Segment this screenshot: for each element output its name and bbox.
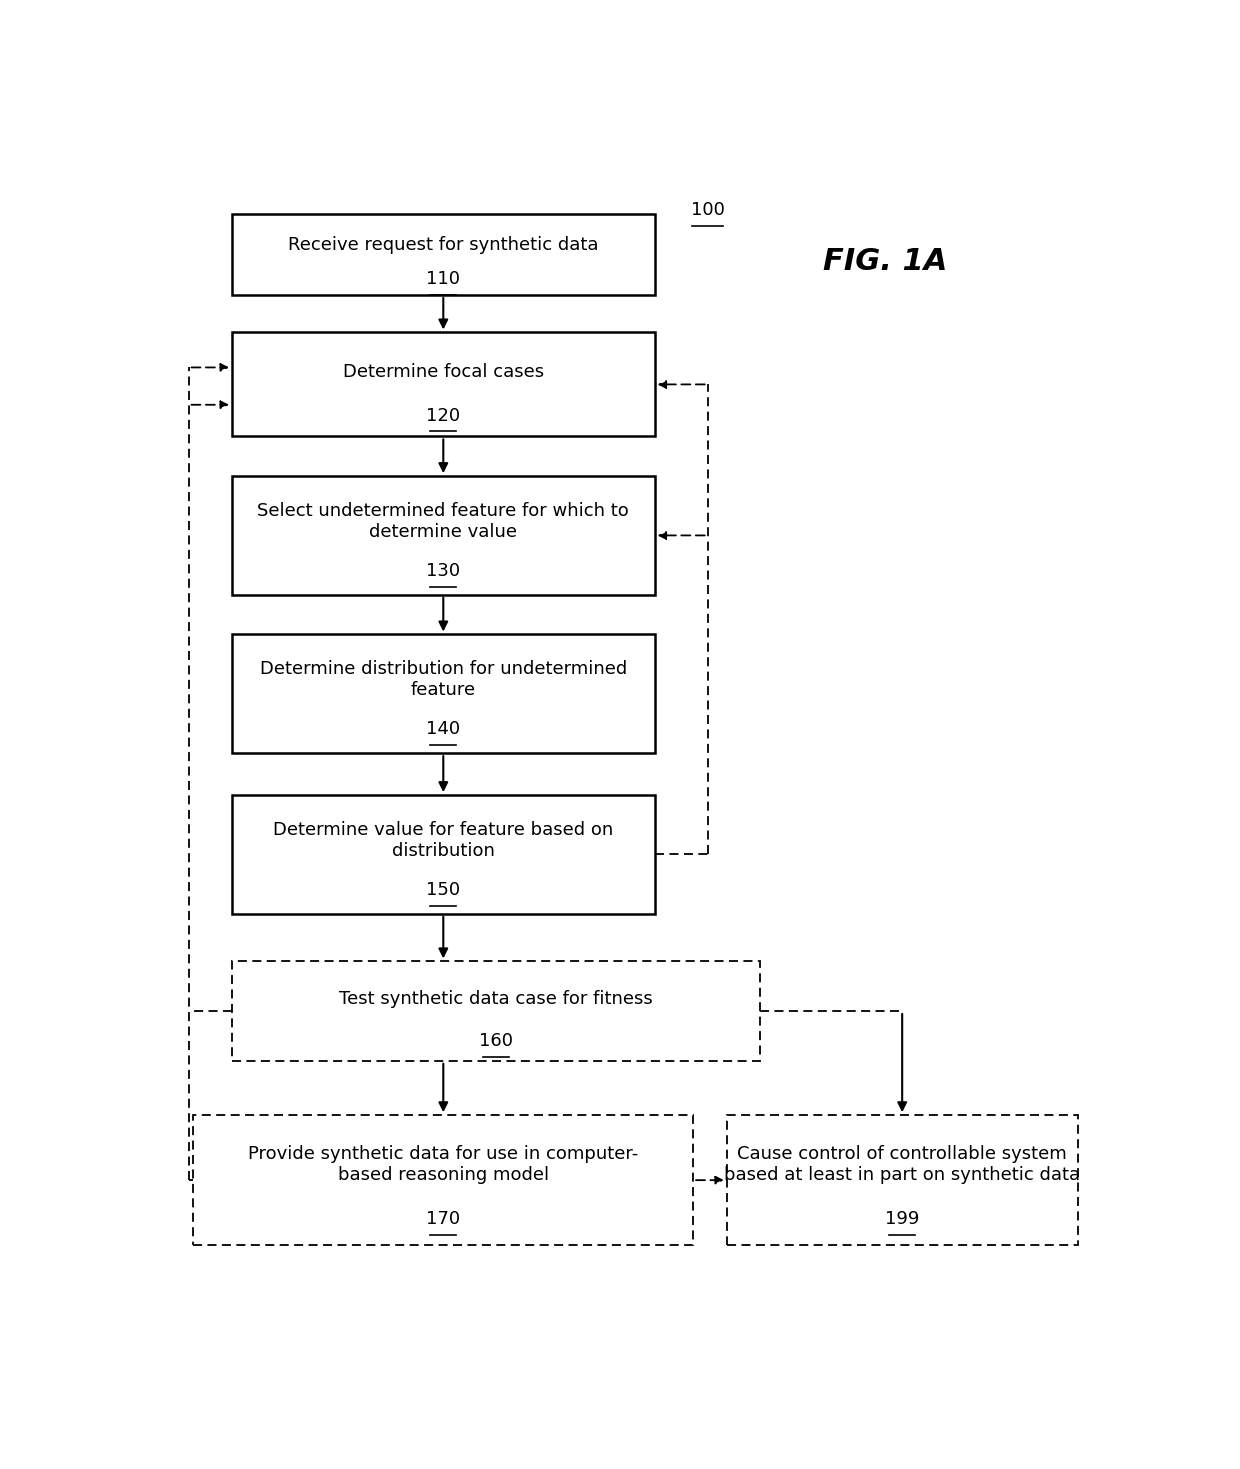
FancyBboxPatch shape <box>232 332 655 436</box>
Text: Determine value for feature based on
distribution: Determine value for feature based on dis… <box>273 821 614 859</box>
Text: 140: 140 <box>427 720 460 739</box>
Text: Test synthetic data case for fitness: Test synthetic data case for fitness <box>340 990 653 1008</box>
Text: 130: 130 <box>427 563 460 580</box>
Text: Receive request for synthetic data: Receive request for synthetic data <box>288 235 599 254</box>
Text: Determine distribution for undetermined
feature: Determine distribution for undetermined … <box>259 660 627 699</box>
FancyBboxPatch shape <box>232 635 655 754</box>
Text: 170: 170 <box>427 1210 460 1228</box>
FancyBboxPatch shape <box>232 961 760 1061</box>
Text: 120: 120 <box>427 407 460 425</box>
Text: 110: 110 <box>427 270 460 288</box>
Text: FIG. 1A: FIG. 1A <box>823 247 947 276</box>
Text: Cause control of controllable system
based at least in part on synthetic data: Cause control of controllable system bas… <box>724 1146 1080 1184</box>
Text: 160: 160 <box>479 1031 513 1050</box>
FancyBboxPatch shape <box>232 213 655 295</box>
FancyBboxPatch shape <box>727 1115 1078 1246</box>
FancyBboxPatch shape <box>232 476 655 595</box>
Text: 199: 199 <box>885 1210 919 1228</box>
Text: 150: 150 <box>427 881 460 899</box>
Text: Provide synthetic data for use in computer-
based reasoning model: Provide synthetic data for use in comput… <box>248 1146 639 1184</box>
FancyBboxPatch shape <box>193 1115 693 1246</box>
Text: 100: 100 <box>691 201 724 219</box>
Text: Determine focal cases: Determine focal cases <box>342 363 544 380</box>
Text: Select undetermined feature for which to
determine value: Select undetermined feature for which to… <box>258 502 629 541</box>
FancyBboxPatch shape <box>232 795 655 914</box>
